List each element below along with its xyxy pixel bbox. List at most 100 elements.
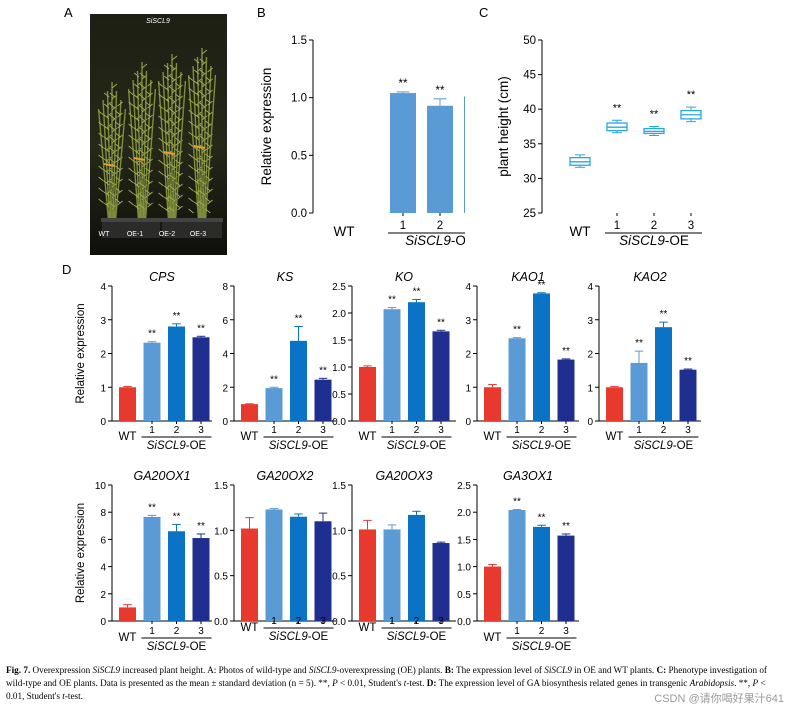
plant-branch [175,137,181,143]
plant-branch [163,75,170,81]
plant-branch [175,115,181,121]
y-tick-label: 0 [587,417,593,428]
plant-branch [188,120,194,126]
plant-branch [188,164,194,170]
plant-branch [205,208,211,214]
plant-stem [136,70,142,223]
caption-segment: The expression level of GA biosynthesis … [436,678,690,688]
plant-branch [163,152,170,158]
group-label: SiSCL9-OE [619,233,689,248]
y-axis-label: Relative expression [75,503,87,603]
plant-branch [188,208,194,214]
plant-branch [158,203,164,209]
plant-branch [115,176,121,182]
plant-branch [163,86,170,92]
plant-branch [169,185,176,191]
plant-branch [196,166,202,172]
bar [432,543,450,621]
significance-mark: ** [538,512,546,523]
plant-branch [158,159,164,165]
plant-branch [115,143,121,149]
photo-plant-label: OE-3 [190,231,206,238]
y-tick-label: 1.5 [332,336,346,347]
plant-branch [207,67,213,73]
y-axis-label: Relative expression [259,68,274,186]
group-label-suffix: -OE [551,641,572,653]
watermark: CSDN @请你喝好果汁641 [654,693,784,705]
plant-branch [109,147,116,153]
plant-branch [205,164,211,170]
y-tick-label: 4 [465,282,471,293]
plant-branch [201,49,208,55]
plant-branch [199,168,206,174]
plant-branch [199,80,206,86]
plant-branch [205,175,211,181]
plant-stem [173,71,182,223]
plant-branch [158,93,164,99]
y-tick-label: 1.5 [214,481,228,492]
plant-branch [166,84,172,90]
plant-branch [169,196,176,202]
group-label-gene: SiSCL9 [387,440,427,452]
category-label: 3 [563,425,569,436]
significance-mark: ** [270,374,278,385]
bar [408,514,425,621]
plant-branch [106,178,112,184]
plant-branch [205,142,211,148]
plant-branch [147,81,153,87]
category-label: 3 [685,425,691,436]
photo-plant-label: OE-1 [127,231,143,238]
plant-stem [113,99,122,223]
category-label: 1 [149,425,155,436]
group-label-suffix: -OE [551,440,572,452]
category-label: 3 [688,220,694,232]
plant-pot-rim [129,218,161,222]
plant-branch [169,130,176,136]
plant-branch [199,124,206,130]
group-label: SiSCL9-OE [387,440,447,452]
plant-stem [132,79,141,223]
group-label-suffix: -OE [665,233,689,248]
bar [484,387,501,421]
plant-branch [139,83,146,89]
y-tick-label: 1.0 [214,526,228,537]
plant-branch [133,149,140,155]
plant-branch [128,178,134,184]
group-label-suffix: -OE [186,641,207,653]
y-tick-label: 1.0 [332,363,346,374]
category-label: 3 [198,626,204,637]
plant-branch [139,182,146,188]
bar [314,379,332,421]
plant-branch [193,168,200,174]
plant-branch [205,153,211,159]
plant-branch [158,170,164,176]
caption-segment: increased plant height. A: Photos of wil… [120,665,309,675]
chart-d-ga20ox2: GA20OX2 0.0 0.5 1.0 1.5 WT 1 2 3 SiSCL9-OE [214,469,336,643]
plant-branch [169,64,176,70]
bar [679,369,697,421]
plant-branch [128,101,134,107]
category-label: 2 [661,425,667,436]
plant-branch [188,186,194,192]
plant-branch [188,131,194,137]
plant-branch [163,119,170,125]
plant-branch [169,207,176,213]
plant-branch [175,170,181,176]
plant-branch [193,102,200,108]
plant-branch [98,198,104,204]
caption-segment: -overexpressing (OE) plants. [336,665,445,675]
plant-branch [163,64,170,70]
category-label: 2 [539,626,545,637]
plant-branch [188,153,194,159]
plant-branch [128,112,134,118]
significance-mark: ** [173,511,181,522]
y-tick-label: 3 [465,316,471,327]
plant-branch [205,109,211,115]
bar [290,516,307,621]
chart-title: KS [277,270,294,284]
category-label: 1 [614,220,620,232]
caption-segment: SiSCL9 [544,665,572,675]
plant-branch [188,175,194,181]
plant-branch [188,76,194,82]
category-label: 1 [389,425,395,436]
